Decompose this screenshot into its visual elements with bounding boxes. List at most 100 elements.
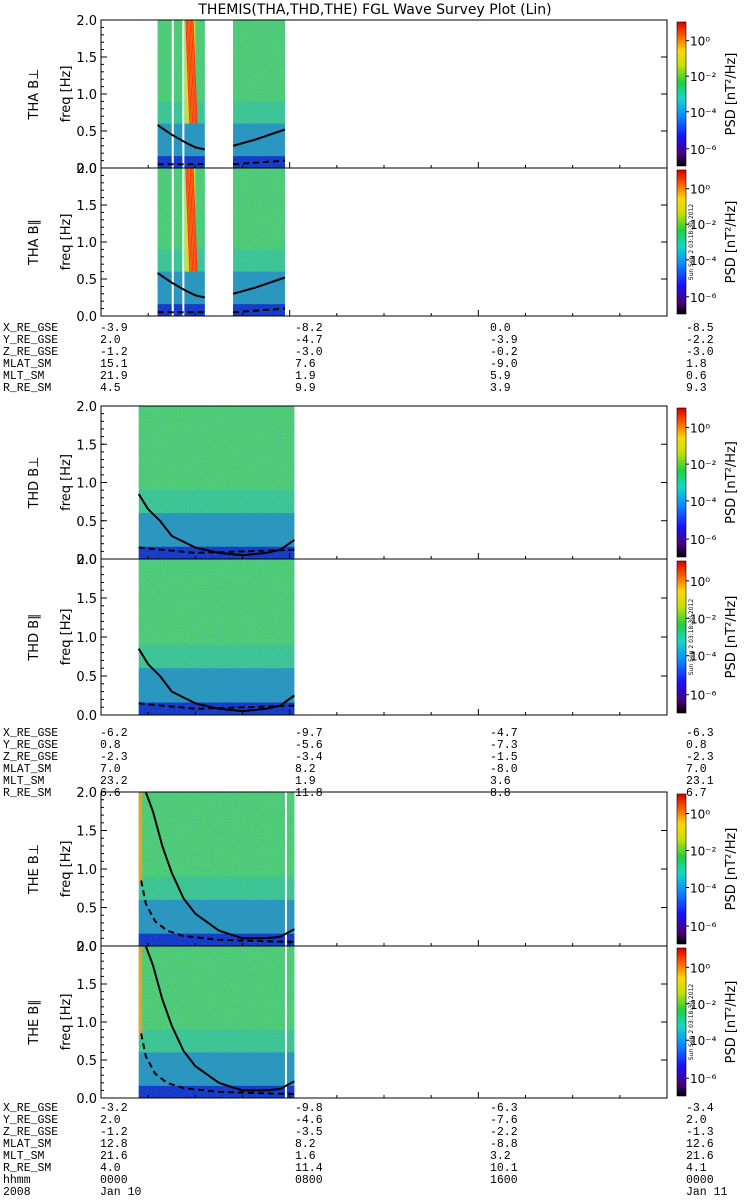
colorbar-tick-label: 10⁻⁴ [690, 881, 717, 895]
panel-thd-bperp [137, 406, 295, 559]
ephemeris-label: MLT_SM [3, 370, 45, 383]
colorbar-tick-label: 10⁻⁴ [690, 106, 717, 120]
ephemeris-value: -3.9 [490, 334, 518, 347]
ephemeris-value: 1.9 [295, 370, 316, 383]
colorbar-tick-label: 10⁻² [690, 845, 717, 859]
time-axis-value: 1600 [490, 1174, 518, 1187]
colorbar-tick-label: 10⁰ [690, 421, 710, 435]
ytick-label: 0.5 [76, 670, 97, 685]
spectrogram-noise [138, 406, 295, 559]
data-gap [182, 20, 185, 168]
ephemeris-value: 0.8 [100, 739, 121, 752]
panel-yunit: freq [Hz] [59, 66, 74, 123]
ytick-label: 0.5 [76, 125, 97, 140]
panel-yunit: freq [Hz] [59, 214, 74, 271]
ephemeris-value: -1.5 [490, 751, 518, 764]
colorbar-tick-label: 10⁻⁶ [690, 533, 717, 547]
panel-tha-bperp [157, 19, 286, 168]
emission-streak [189, 19, 195, 124]
ytick-label: 1.0 [76, 631, 97, 646]
dashed-curve [140, 880, 295, 944]
colorbar-tick-label: 10⁻⁴ [690, 254, 717, 268]
plot-title: THEMIS(THA,THD,THE) FGL Wave Survey Plot… [198, 2, 552, 18]
emission-band [184, 168, 196, 272]
solid-curve [232, 128, 286, 147]
colorbar-tick-label: 10⁰ [690, 183, 710, 197]
ephemeris-label: X_RE_GSE [3, 322, 59, 335]
data-gap [284, 946, 287, 1098]
colorbar-tick-label: 10⁻² [690, 458, 717, 472]
ephemeris-value: 23.2 [100, 775, 128, 788]
ytick-label: 2.0 [76, 786, 97, 801]
colorbar-tick-label: 10⁻⁶ [690, 920, 717, 934]
ephemeris-value: 7.0 [100, 763, 121, 776]
spectrogram-noise [157, 168, 205, 316]
ytick-label: 2.0 [76, 400, 97, 415]
ytick-label: 1.5 [76, 825, 97, 840]
ephemeris-value: -3.5 [295, 1126, 323, 1139]
ytick-label: 0.0 [76, 310, 97, 325]
ephemeris-value: -3.0 [686, 346, 714, 359]
ephemeris-value: 0.6 [686, 370, 707, 383]
emission-strip [138, 946, 143, 1038]
ephemeris-value: 1.9 [295, 775, 316, 788]
colorbar [676, 947, 687, 1097]
ephemeris-value: 12.6 [686, 1138, 714, 1151]
ephemeris-value: 12.8 [100, 1138, 128, 1151]
ephemeris-value: 23.1 [686, 775, 714, 788]
emission-streak [185, 19, 191, 124]
ephemeris-value: 6.7 [686, 787, 707, 800]
ytick-label: 2.0 [76, 940, 97, 955]
colorbar-tick-label: 10⁻⁴ [690, 650, 717, 664]
dashed-curve [233, 307, 286, 314]
colorbar-tick-label: 10⁻⁶ [690, 291, 717, 305]
panel-ylabel: THE B∥ [27, 999, 42, 1045]
panel-yunit: freq [Hz] [59, 454, 74, 511]
ephemeris-value: -0.2 [490, 346, 518, 359]
ephemeris-value: 2.0 [100, 1114, 121, 1127]
ephemeris-value: 0.0 [490, 322, 511, 335]
ytick-label: 1.0 [76, 863, 97, 878]
ephemeris-label: MLT_SM [3, 775, 45, 788]
panel-ylabel: THA B∥ [27, 219, 42, 266]
emission-streak [192, 167, 198, 272]
ytick-label: 1.0 [76, 236, 97, 251]
ephemeris-value: 21.9 [100, 370, 128, 383]
ephemeris-value: -9.7 [295, 727, 323, 740]
ephemeris-value: -6.2 [100, 727, 128, 740]
panel-tha-bpar [157, 167, 286, 316]
colorbar-tick-label: 10⁻⁶ [690, 689, 717, 703]
ephemeris-value: -2.2 [686, 334, 714, 347]
spectrogram-noise [138, 559, 295, 715]
colorbar [676, 560, 687, 714]
ephemeris-value: 10.1 [490, 1162, 518, 1175]
ephemeris-label: Y_RE_GSE [3, 1114, 59, 1127]
ephemeris-value: -7.3 [490, 739, 518, 752]
emission-streak [189, 167, 195, 272]
data-gap [182, 168, 185, 316]
ephemeris-value: -2.3 [686, 751, 714, 764]
time-axis-value: 0000 [686, 1174, 714, 1187]
ytick-label: 2.0 [76, 162, 97, 177]
time-axis-value: Jan 10 [100, 1186, 142, 1199]
ytick-label: 1.5 [76, 438, 97, 453]
emission-streak [190, 19, 197, 124]
ephemeris-value: 4.5 [100, 382, 121, 395]
ephemeris-value: -7.6 [490, 1114, 518, 1127]
ephemeris-value: 21.6 [686, 1150, 714, 1163]
timestamp-stamp: Sun Sep 2 03:18:30 2012 [688, 204, 695, 281]
ytick-label: 0.0 [76, 553, 97, 568]
ephemeris-value: 5.9 [490, 370, 511, 383]
ephemeris-value: 11.4 [295, 1162, 323, 1175]
ephemeris-value: -4.6 [295, 1114, 323, 1127]
time-axis-value: 0800 [295, 1174, 323, 1187]
ephemeris-value: -1.3 [686, 1126, 714, 1139]
ephemeris-value: 4.0 [100, 1162, 121, 1175]
ytick-label: 0.5 [76, 902, 97, 917]
emission-streak [186, 19, 192, 124]
ytick-label: 1.0 [76, 1016, 97, 1031]
colorbar-tick-label: 10⁻² [690, 612, 717, 626]
ytick-label: 1.0 [76, 88, 97, 103]
ephemeris-value: -5.6 [295, 739, 323, 752]
